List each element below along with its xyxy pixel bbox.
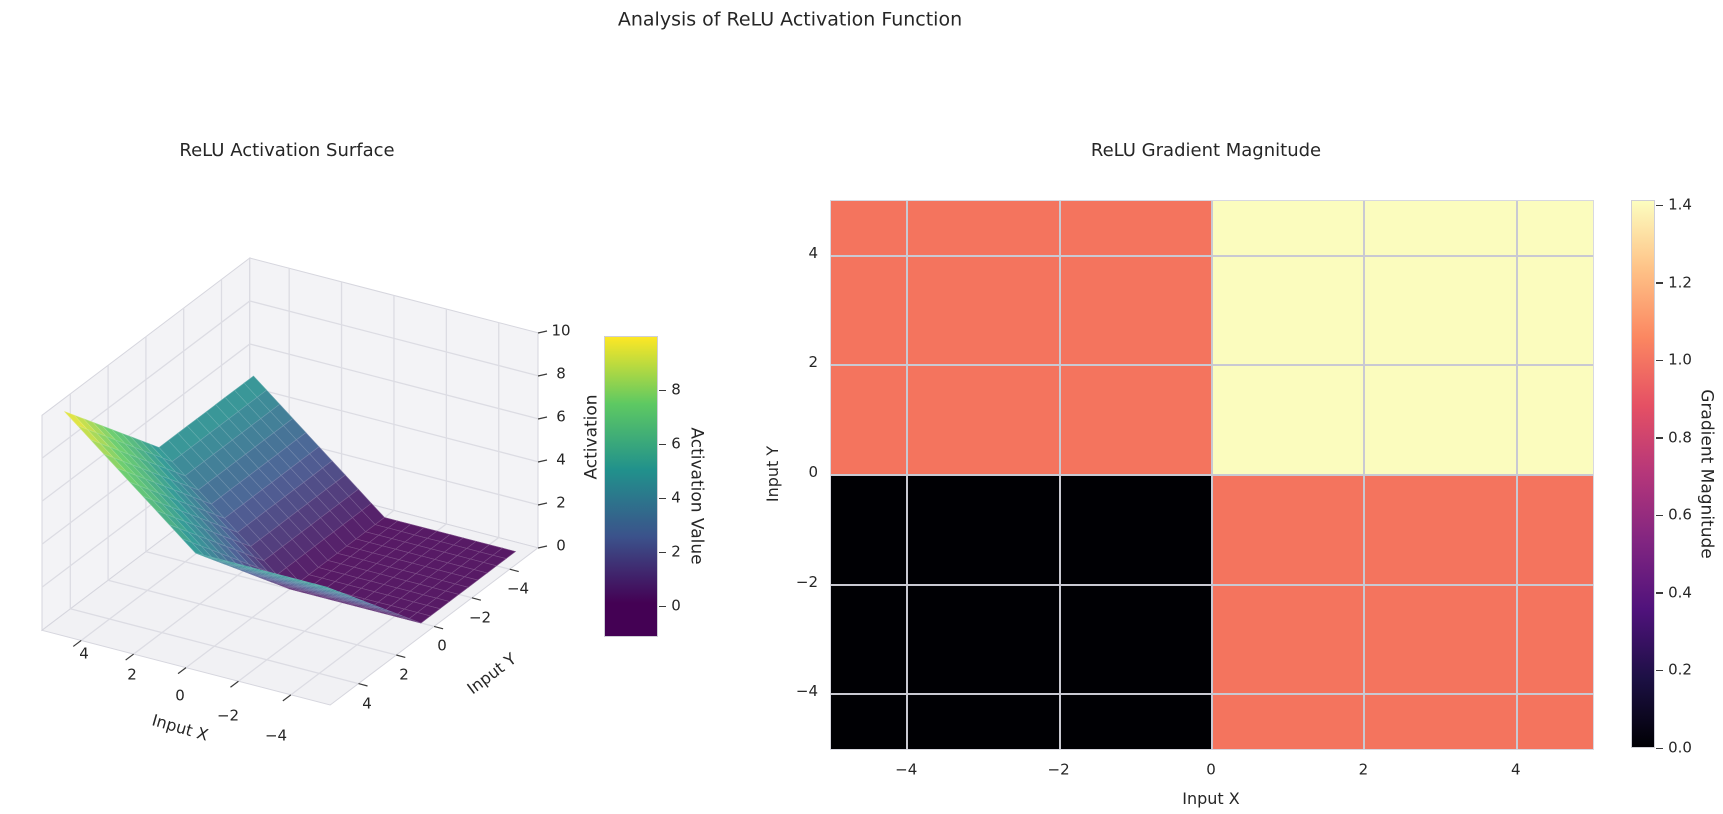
- axis-tick-marks: [72, 330, 548, 702]
- heatmap-gridline-horizontal: [831, 693, 1593, 696]
- surface-subplot-title: ReLU Activation Surface: [179, 140, 395, 161]
- figure-suptitle: Analysis of ReLU Activation Function: [617, 8, 963, 31]
- heatmap-colorbar-label: Gradient Magnitude: [1696, 389, 1717, 559]
- gradient-heatmap: [830, 200, 1594, 750]
- quadrant-bottom-left: [831, 475, 1212, 749]
- heatmap-gridline-horizontal: [831, 474, 1593, 476]
- heatmap-subplot-title: ReLU Gradient Magnitude: [1090, 140, 1322, 161]
- heatmap-gridline-horizontal: [831, 583, 1593, 586]
- heatmap-gridline-horizontal: [831, 364, 1593, 367]
- heatmap-gridline-horizontal: [831, 254, 1593, 257]
- quadrant-bottom-right: [1212, 475, 1593, 749]
- surface-colorbar-label: Activation Value: [686, 427, 707, 565]
- quadrant-top-left: [831, 201, 1212, 475]
- quadrant-top-right: [1212, 201, 1593, 475]
- heatmap-xlabel: Input X: [1182, 789, 1240, 808]
- relu-surface-mesh: [64, 375, 517, 624]
